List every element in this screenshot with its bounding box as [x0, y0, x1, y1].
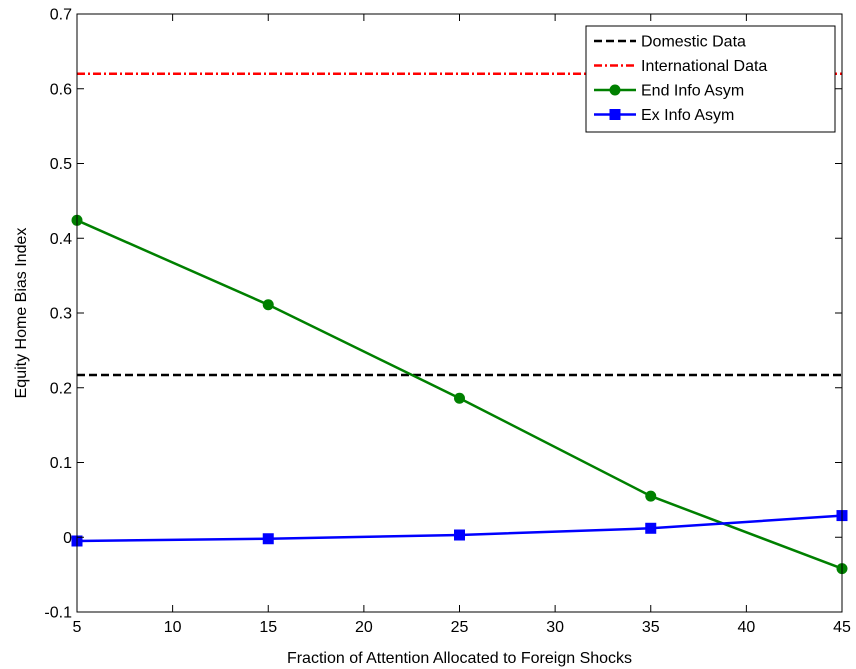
legend-label: International Data [641, 58, 767, 75]
legend-label: Ex Info Asym [641, 107, 734, 124]
y-tick-label: 0.7 [50, 7, 72, 24]
axes: 5 10 15 20 25 30 35 40 45 -0.1 0 0.1 0.2 0.3 0.4 0.5 0.6… [44, 7, 851, 637]
x-tick-label: 40 [737, 619, 755, 636]
legend-entry: International Data [594, 58, 767, 75]
y-tick-label: -0.1 [44, 605, 72, 622]
y-tick-label: 0.6 [50, 81, 72, 98]
y-tick-label: 0.1 [50, 455, 72, 472]
legend-marker [609, 109, 621, 120]
x-tick-label: 15 [259, 619, 277, 636]
data-point [645, 522, 657, 534]
y-tick-label: 0 [63, 530, 72, 547]
legend-entry: Domestic Data [594, 34, 746, 51]
y-tick-label: 0.4 [50, 231, 72, 248]
legend-label: End Info Asym [641, 83, 744, 100]
data-point [454, 529, 465, 541]
legend-label: Domestic Data [641, 34, 746, 51]
y-tick-label: 0.5 [50, 156, 72, 173]
x-axis-label: Fraction of Attention Allocated to Forei… [287, 650, 632, 667]
data-point [262, 299, 274, 311]
x-tick-label: 45 [833, 619, 851, 636]
x-tick-label: 10 [164, 619, 182, 636]
y-tick-label: 0.3 [50, 306, 72, 323]
data-point [262, 533, 274, 545]
data-point [454, 392, 465, 404]
x-tick-label: 30 [546, 619, 564, 636]
legend-entry: Ex Info Asym [594, 107, 734, 124]
y-axis-label: Equity Home Bias Index [13, 228, 30, 399]
data-point [645, 490, 657, 502]
y-tick-label: 0.2 [50, 380, 72, 397]
legend: Domestic Data International Data End Info … [585, 25, 836, 133]
x-tick-label: 5 [73, 619, 82, 636]
x-tick-label: 35 [642, 619, 660, 636]
x-tick-label: 25 [451, 619, 469, 636]
legend-marker [609, 84, 621, 96]
x-tick-label: 20 [355, 619, 373, 636]
legend-entry: End Info Asym [594, 83, 744, 100]
